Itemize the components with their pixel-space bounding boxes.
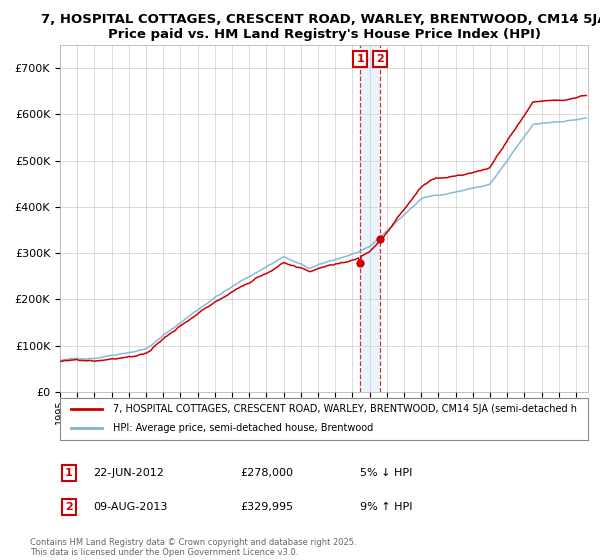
Bar <box>361 45 380 392</box>
Text: 22-JUN-2012: 22-JUN-2012 <box>93 468 164 478</box>
Text: 1: 1 <box>356 54 364 64</box>
Text: 9% ↑ HPI: 9% ↑ HPI <box>360 502 413 512</box>
Text: 5% ↓ HPI: 5% ↓ HPI <box>360 468 412 478</box>
Text: Contains HM Land Registry data © Crown copyright and database right 2025.
This d: Contains HM Land Registry data © Crown c… <box>30 538 356 557</box>
Text: 2: 2 <box>376 54 384 64</box>
Text: 09-AUG-2013: 09-AUG-2013 <box>93 502 167 512</box>
Title: 7, HOSPITAL COTTAGES, CRESCENT ROAD, WARLEY, BRENTWOOD, CM14 5JA
Price paid vs. : 7, HOSPITAL COTTAGES, CRESCENT ROAD, WAR… <box>41 13 600 41</box>
Text: 7, HOSPITAL COTTAGES, CRESCENT ROAD, WARLEY, BRENTWOOD, CM14 5JA (semi-detached : 7, HOSPITAL COTTAGES, CRESCENT ROAD, WAR… <box>113 404 577 414</box>
Text: 1: 1 <box>65 468 73 478</box>
Text: 2: 2 <box>65 502 73 512</box>
Text: £329,995: £329,995 <box>240 502 293 512</box>
Text: HPI: Average price, semi-detached house, Brentwood: HPI: Average price, semi-detached house,… <box>113 423 373 433</box>
Text: £278,000: £278,000 <box>240 468 293 478</box>
